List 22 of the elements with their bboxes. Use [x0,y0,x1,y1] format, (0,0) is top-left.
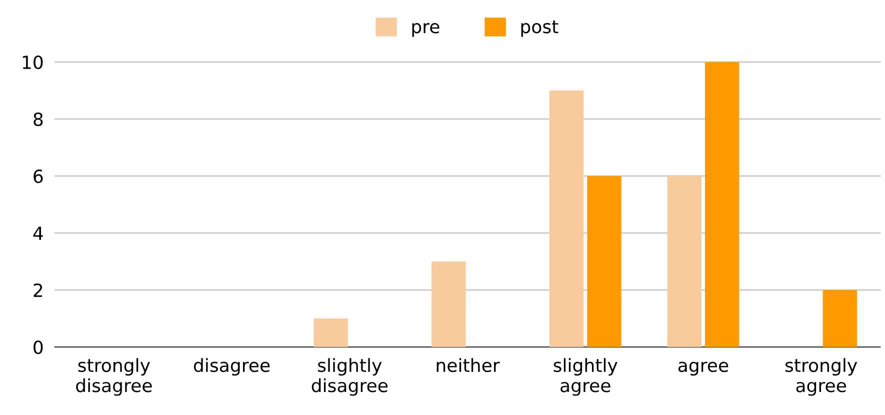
y-tick-label: 0 [34,340,43,354]
x-tick-label: disagree [194,358,270,376]
x-tick-label: slightly agree [554,358,618,396]
bar [667,176,702,347]
y-tick-label: 8 [34,112,43,126]
bar [314,318,348,347]
x-tick-label: slightly disagree [312,358,388,396]
y-tick-label: 2 [34,283,42,297]
x-tick-label: strongly disagree [76,358,152,396]
y-tick-label: 6 [34,169,43,184]
x-tick-label: agree [678,362,728,376]
bar [704,62,740,347]
legend-label: post [521,20,558,37]
bar [432,262,466,347]
y-tick-label: 10 [22,55,43,70]
legend-label: pre [412,23,440,37]
x-tick-label: strongly agree [785,358,858,396]
bar [549,90,584,347]
x-tick-label: neither [436,358,500,372]
bar [822,290,858,347]
y-tick-label: 4 [33,226,43,240]
bar [587,176,622,347]
